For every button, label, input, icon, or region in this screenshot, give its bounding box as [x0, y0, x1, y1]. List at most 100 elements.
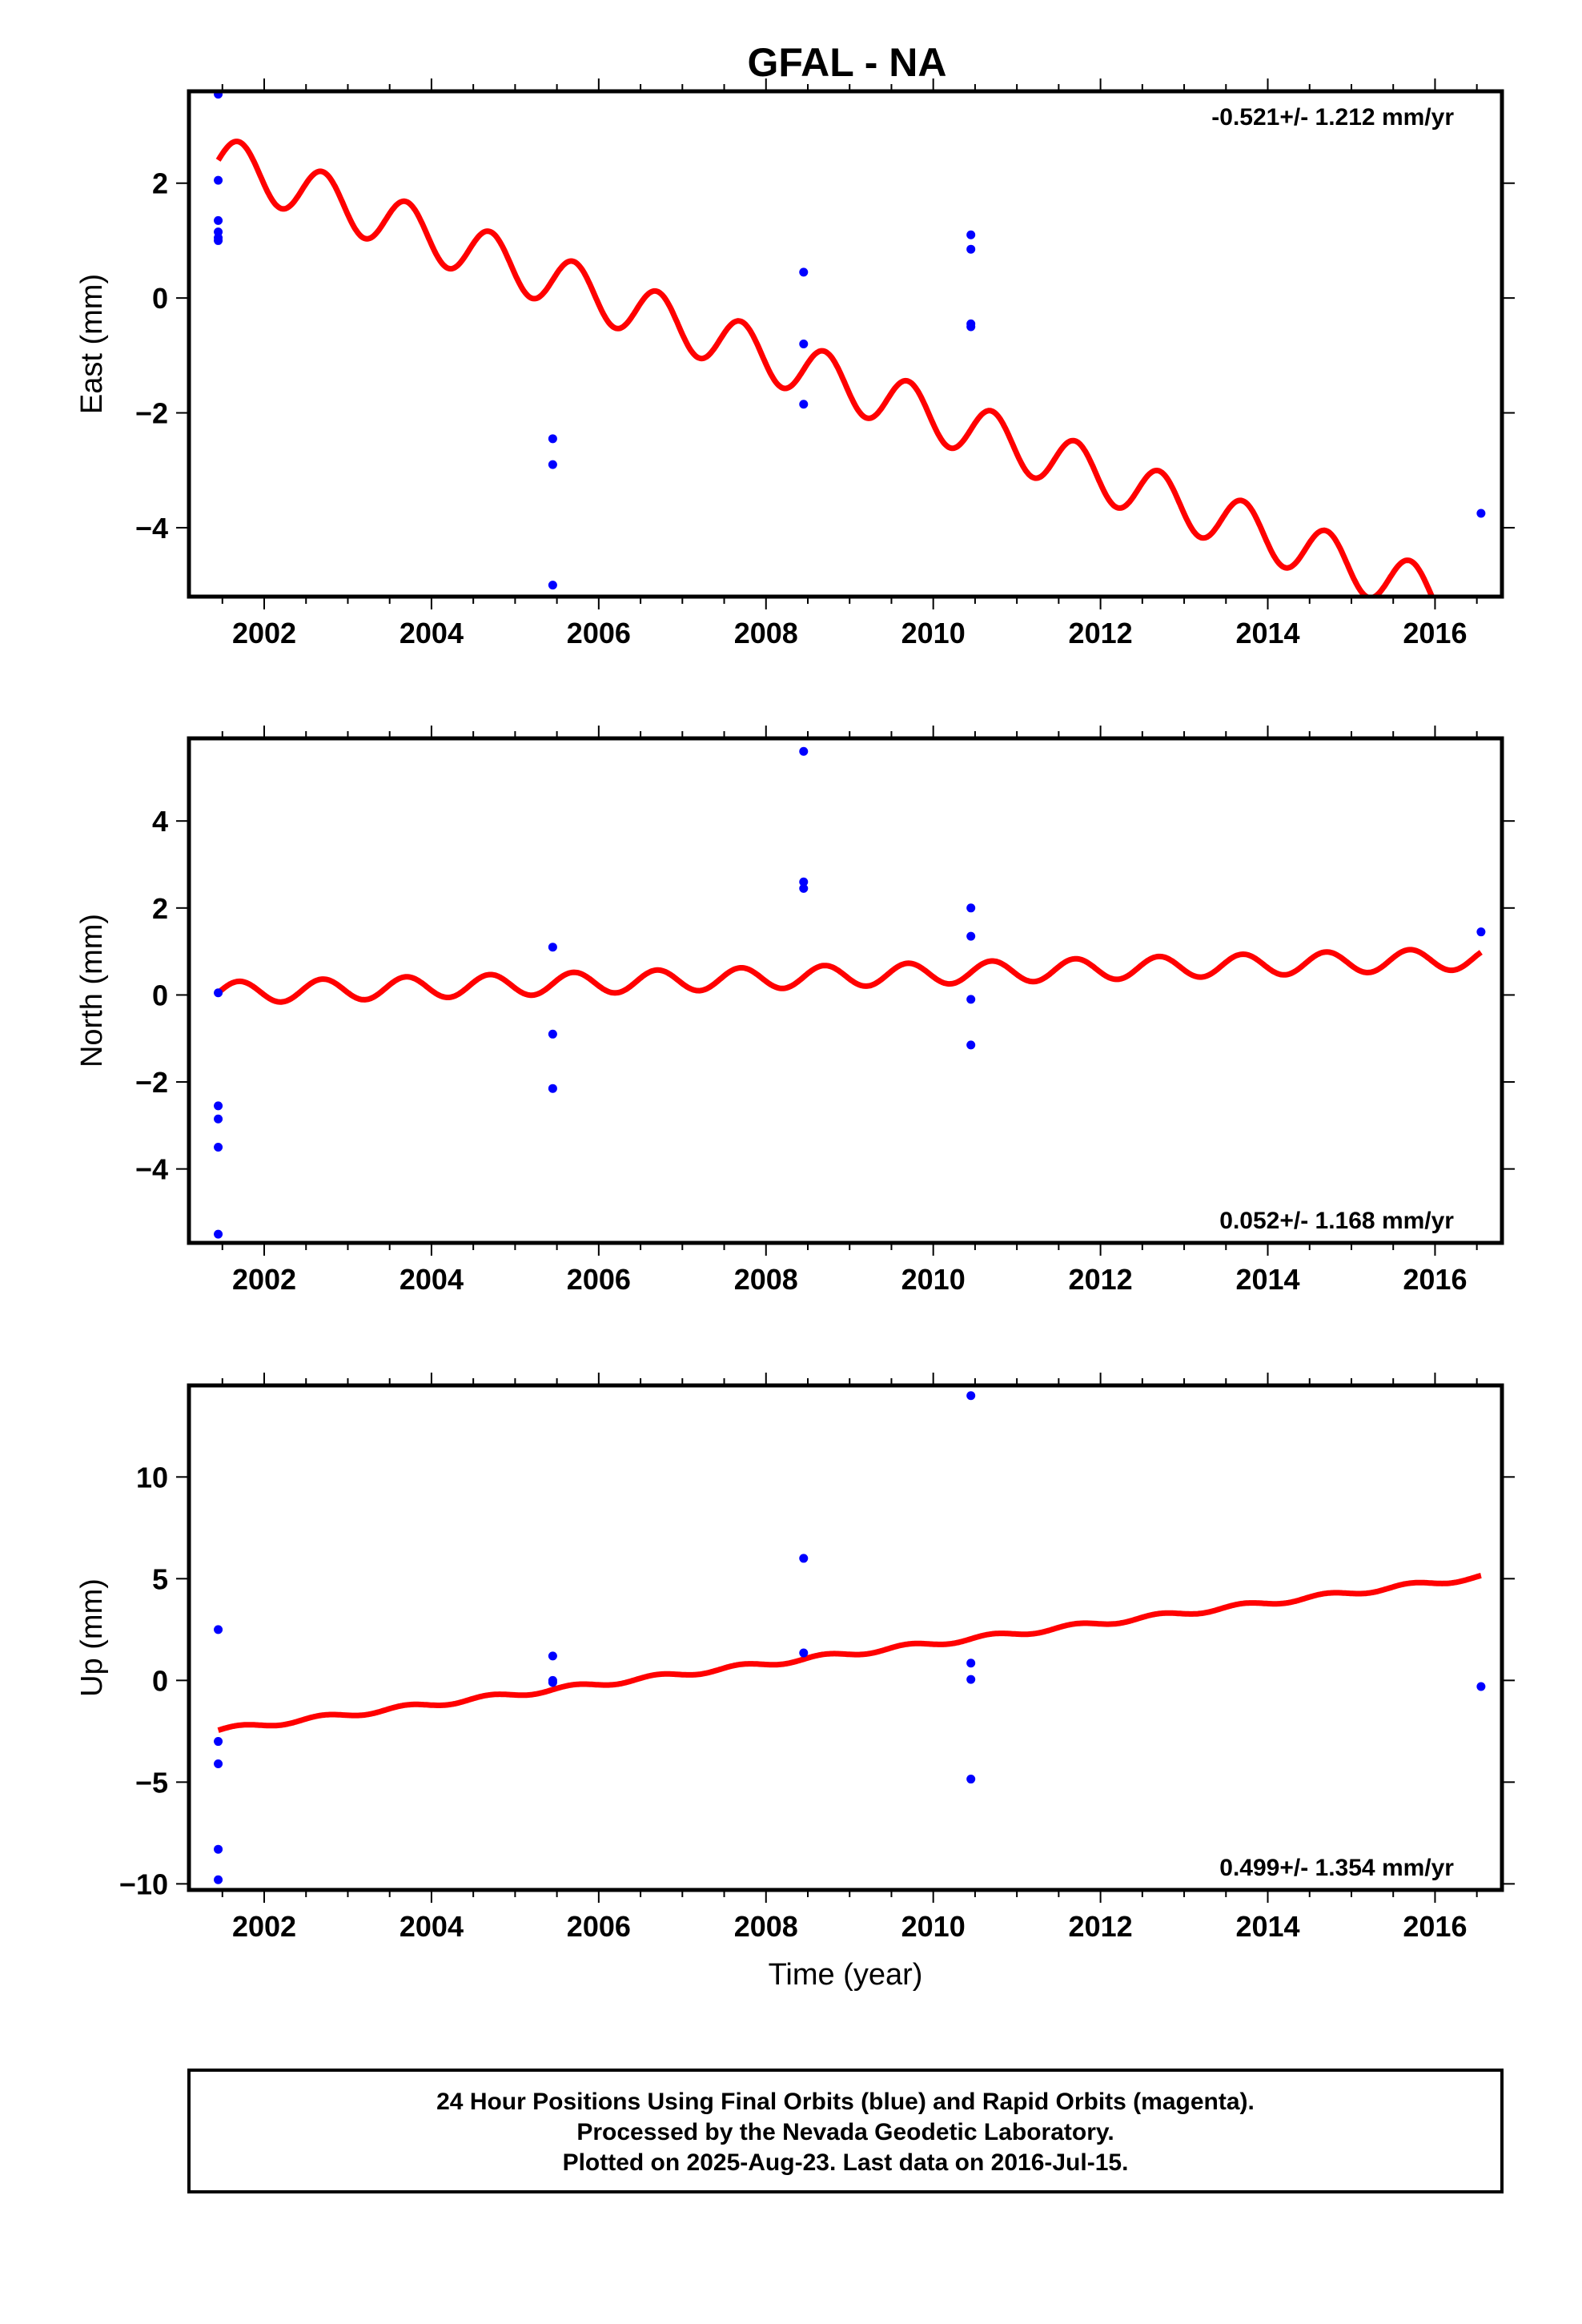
- x-tick-label: 2004: [400, 617, 464, 649]
- x-tick-label: 2016: [1403, 1910, 1467, 1943]
- rate-label: 0.499+/- 1.354 mm/yr: [1219, 1855, 1454, 1881]
- y-tick-label: −2: [135, 1066, 168, 1099]
- x-tick-label: 2008: [734, 1263, 798, 1296]
- data-point: [966, 1391, 976, 1401]
- x-tick-label: 2014: [1235, 1910, 1299, 1943]
- data-point: [548, 1084, 557, 1093]
- x-tick-label: 2002: [232, 617, 296, 649]
- data-point: [214, 988, 223, 998]
- footer-frame: [187, 2069, 1504, 2193]
- data-point: [548, 581, 557, 590]
- panel-3: 2002 2004 2006 2008 2010 2012 2014 2016 −10 −5 0 5 1…: [75, 1373, 1515, 1992]
- panel-2: 2002 2004 2006 2008 2010 2012 2014 2016 −4 −2 0 2 4 N…: [75, 726, 1515, 1296]
- y-tick-label: −4: [135, 1153, 168, 1186]
- y-axis-label: Up (mm): [75, 1578, 109, 1697]
- rate-label: -0.521+/- 1.212 mm/yr: [1211, 104, 1454, 131]
- data-point: [799, 746, 809, 756]
- data-point: [548, 1029, 557, 1039]
- data-point: [214, 1737, 223, 1747]
- data-point: [966, 1775, 976, 1784]
- data-point: [966, 1040, 976, 1050]
- y-tick-label: 10: [136, 1461, 168, 1494]
- data-point: [548, 434, 557, 444]
- data-point: [214, 175, 223, 185]
- footer-box: 24 Hour Positions Using Final Orbits (bl…: [187, 2069, 1504, 2193]
- panel-frame: [187, 1383, 1504, 1892]
- data-point: [214, 1759, 223, 1768]
- y-tick-label: 0: [152, 1664, 168, 1697]
- x-tick-label: 2002: [232, 1910, 296, 1943]
- y-tick-label: 5: [152, 1562, 168, 1595]
- data-point: [799, 883, 809, 893]
- data-point: [966, 995, 976, 1004]
- data-point: [214, 1625, 223, 1634]
- y-tick-label: 2: [152, 892, 168, 925]
- x-tick-label: 2012: [1069, 617, 1133, 649]
- model-curve: [215, 139, 1481, 597]
- x-tick-label: 2012: [1069, 1910, 1133, 1943]
- x-tick-label: 2002: [232, 1263, 296, 1296]
- x-tick-label: 2004: [400, 1263, 464, 1296]
- data-point: [799, 340, 809, 348]
- data-point: [799, 1554, 809, 1563]
- x-tick-label: 2016: [1403, 1263, 1467, 1296]
- x-tick-label: 2008: [734, 617, 798, 649]
- x-tick-label: 2016: [1403, 617, 1467, 649]
- data-point: [799, 400, 809, 409]
- x-axis-label: Time (year): [769, 1958, 923, 1992]
- panel-frame: [187, 89, 1504, 599]
- data-point: [214, 1844, 223, 1854]
- data-point: [799, 267, 809, 277]
- y-tick-label: −10: [119, 1868, 168, 1900]
- footer-line-1: 24 Hour Positions Using Final Orbits (bl…: [436, 2089, 1255, 2115]
- model-curve: [217, 1572, 1482, 1733]
- panels-group: 2002 2004 2006 2008 2010 2012 2014 2016−4−202Ea…: [75, 78, 1515, 1992]
- chart-title: GFAL - NA: [747, 40, 946, 85]
- rate-label: 0.052+/- 1.168 mm/yr: [1219, 1208, 1454, 1234]
- y-axis-label: East (mm): [75, 274, 109, 414]
- y-tick-label: 0: [152, 282, 168, 315]
- y-axis-label: North (mm): [75, 914, 109, 1068]
- data-point: [799, 877, 809, 887]
- data-point: [1476, 509, 1486, 518]
- y-tick-label: 4: [152, 805, 168, 838]
- x-tick-label: 2006: [567, 1263, 631, 1296]
- data-point: [966, 244, 976, 254]
- y-tick-label: −2: [135, 397, 168, 430]
- x-tick-label: 2006: [567, 617, 631, 649]
- data-point: [966, 1659, 976, 1668]
- data-point: [1476, 1682, 1486, 1691]
- data-point: [1476, 927, 1486, 937]
- x-tick-label: 2010: [901, 617, 966, 649]
- x-tick-label: 2004: [400, 1910, 464, 1943]
- data-point: [214, 1101, 223, 1111]
- x-tick-label: 2014: [1235, 617, 1299, 649]
- data-point: [214, 1229, 223, 1239]
- x-tick-label: 2008: [734, 1910, 798, 1943]
- panel-frame: [187, 736, 1504, 1245]
- data-point: [966, 903, 976, 913]
- data-point: [966, 931, 976, 941]
- footer-line-3: Plotted on 2025-Aug-23. Last data on 201…: [563, 2149, 1129, 2176]
- data-point: [966, 230, 976, 239]
- data-point: [966, 322, 976, 332]
- x-tick-label: 2006: [567, 1910, 631, 1943]
- y-tick-label: 0: [152, 979, 168, 1011]
- data-point: [214, 1875, 223, 1884]
- data-point: [966, 1675, 976, 1684]
- x-tick-label: 2012: [1069, 1263, 1133, 1296]
- data-point: [214, 1114, 223, 1124]
- model-curve: [216, 947, 1483, 1005]
- data-point: [548, 460, 557, 469]
- data-point: [214, 215, 223, 225]
- data-point: [548, 943, 557, 952]
- x-tick-label: 2014: [1235, 1263, 1299, 1296]
- x-tick-label: 2010: [901, 1910, 966, 1943]
- panel-1: 2002 2004 2006 2008 2010 2012 2014 2016 −4 −2 0 2 Ea…: [75, 78, 1515, 649]
- y-tick-label: −5: [135, 1766, 168, 1799]
- data-point: [214, 233, 223, 243]
- footer-line-2: Processed by the Nevada Geodetic Laborat…: [576, 2119, 1114, 2145]
- y-tick-label: 2: [152, 167, 168, 200]
- data-point: [799, 1648, 809, 1658]
